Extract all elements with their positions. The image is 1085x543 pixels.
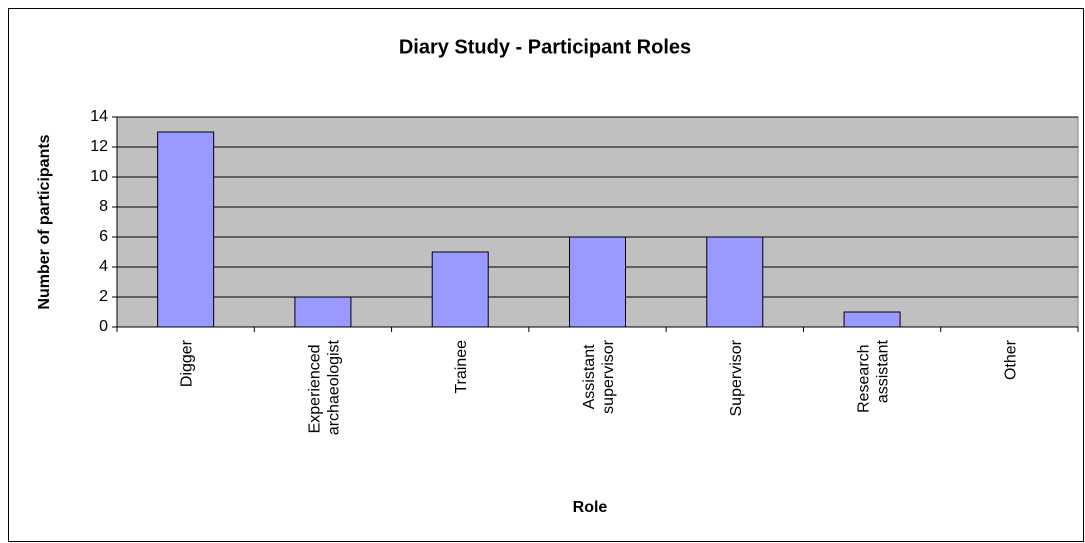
bar bbox=[706, 236, 764, 328]
y-tick-label: 0 bbox=[99, 318, 108, 335]
bar bbox=[843, 311, 901, 328]
y-tick-label: 2 bbox=[99, 288, 108, 305]
y-tick-label: 12 bbox=[90, 138, 108, 155]
x-tick-label: Research assistant bbox=[856, 339, 892, 412]
bar bbox=[294, 296, 352, 328]
y-tick-label: 8 bbox=[99, 198, 108, 215]
y-axis-label: Number of participants bbox=[36, 134, 53, 309]
x-tick-label: Trainee bbox=[453, 340, 470, 394]
x-tick-label: Assistant supervisor bbox=[581, 339, 617, 413]
y-tick-label: 6 bbox=[99, 228, 108, 245]
x-tick-label: Other bbox=[1002, 339, 1019, 380]
x-tick-label: Experienced archaeologist bbox=[306, 339, 342, 435]
bar bbox=[431, 251, 489, 328]
bar bbox=[157, 131, 215, 328]
x-axis-label: Role bbox=[573, 499, 608, 516]
x-tick-label: Supervisor bbox=[728, 339, 745, 416]
x-tick-label: Digger bbox=[179, 339, 196, 387]
y-tick-label: 10 bbox=[90, 168, 108, 185]
chart-title: Diary Study - Participant Roles bbox=[399, 36, 691, 58]
y-tick-label: 4 bbox=[99, 258, 108, 275]
y-tick-label: 14 bbox=[90, 108, 108, 125]
bar bbox=[569, 236, 626, 328]
